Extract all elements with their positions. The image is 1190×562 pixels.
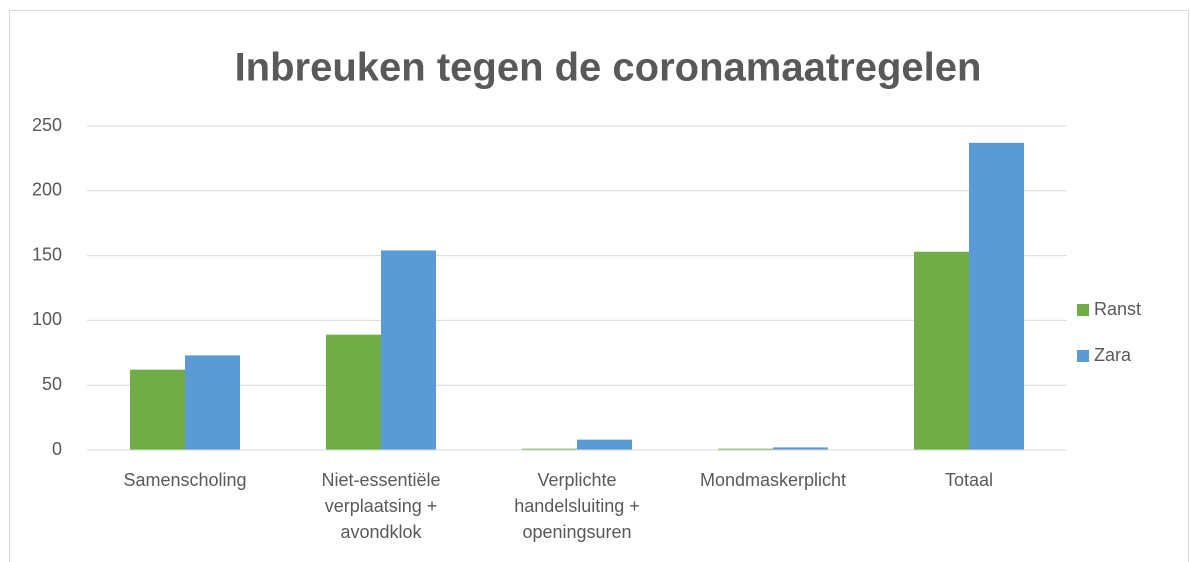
legend-swatch — [1077, 304, 1089, 316]
y-tick-label: 0 — [52, 439, 62, 459]
y-tick-label: 50 — [42, 374, 62, 394]
bar — [718, 448, 773, 450]
bar — [969, 142, 1024, 450]
bar — [914, 251, 969, 450]
y-tick-label: 250 — [32, 115, 62, 135]
x-tick-label: Samenscholing — [123, 470, 246, 490]
x-tick-label: Mondmaskerplicht — [700, 470, 846, 490]
bar — [522, 448, 577, 450]
legend-swatch — [1077, 350, 1089, 362]
bar — [185, 355, 240, 450]
bar — [773, 447, 828, 450]
legend-label: Ranst — [1094, 299, 1141, 319]
y-tick-label: 100 — [32, 309, 62, 329]
y-tick-label: 200 — [32, 180, 62, 200]
bar — [381, 250, 436, 450]
x-tick-label: Niet-essentiële verplaatsing + avondklok — [321, 470, 440, 542]
x-tick-label: Verplichte handelsluiting + openingsuren — [514, 470, 640, 542]
bar — [130, 369, 185, 450]
x-tick-label: Totaal — [945, 470, 993, 490]
y-tick-label: 150 — [32, 244, 62, 264]
bar — [577, 439, 632, 450]
legend-label: Zara — [1094, 345, 1132, 365]
chart-title: Inbreuken tegen de coronamaatregelen — [235, 46, 982, 90]
bar — [326, 334, 381, 450]
